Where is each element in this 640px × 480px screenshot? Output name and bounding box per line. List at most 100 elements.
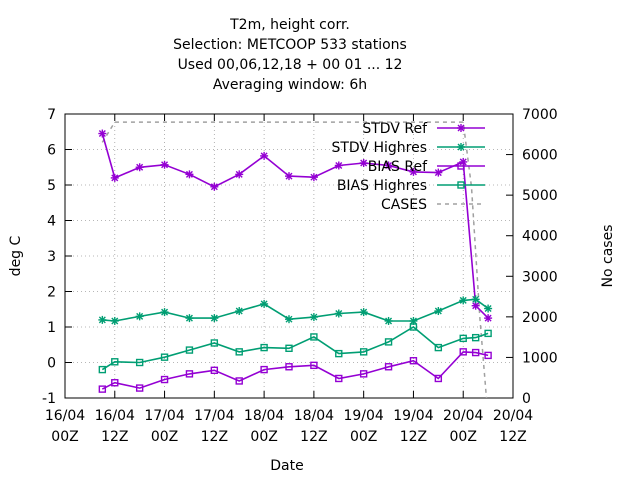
data-point bbox=[409, 167, 418, 176]
y-tick-label: 4 bbox=[47, 214, 56, 230]
data-point bbox=[309, 173, 318, 182]
data-point bbox=[359, 308, 368, 317]
y-tick-label: 1 bbox=[47, 320, 56, 336]
chart-title: T2m, height corr. Selection: METCOOP 533 … bbox=[173, 17, 407, 93]
legend-marker bbox=[457, 143, 465, 151]
y2-tick-label: 5000 bbox=[522, 188, 558, 204]
y-axis-label: deg C bbox=[8, 235, 24, 276]
data-point bbox=[459, 334, 467, 343]
x-tick-label-hour: 00Z bbox=[350, 429, 377, 445]
data-point bbox=[185, 346, 194, 354]
data-point bbox=[210, 182, 219, 191]
title-line: Averaging window: 6h bbox=[213, 77, 367, 93]
data-point bbox=[98, 315, 107, 324]
x-tick-label-date: 16/04 bbox=[95, 408, 135, 424]
data-point bbox=[185, 170, 194, 179]
legend-label: STDV Highres bbox=[331, 140, 427, 156]
y-tick-label: -1 bbox=[42, 391, 56, 407]
data-point bbox=[135, 163, 144, 172]
y-tick-label: 5 bbox=[47, 178, 56, 194]
grid bbox=[65, 114, 513, 398]
x-tick-label-date: 20/04 bbox=[493, 408, 533, 424]
data-point bbox=[110, 173, 119, 182]
data-point bbox=[359, 370, 368, 378]
series-line bbox=[101, 326, 489, 371]
data-point bbox=[384, 363, 393, 371]
data-point bbox=[471, 295, 480, 304]
legend-entry: STDV Ref bbox=[362, 121, 485, 137]
x-tick-label-date: 17/04 bbox=[144, 408, 184, 424]
y-tick-label: 3 bbox=[47, 249, 56, 265]
data-point bbox=[98, 385, 107, 393]
data-point bbox=[384, 161, 393, 170]
ticks: -1 0 1 2 3 4 5 6 7 0 1000 2000 3000 4000 5000 6000 7000 1… bbox=[42, 107, 558, 445]
legend-entry: BIAS Highres bbox=[337, 178, 485, 194]
data-point bbox=[484, 314, 493, 323]
x-tick-label-date: 19/04 bbox=[393, 408, 433, 424]
y2-axis-label: No cases bbox=[600, 225, 616, 288]
series-bias-ref bbox=[98, 348, 492, 393]
data-point bbox=[160, 375, 169, 384]
data-point bbox=[260, 299, 269, 308]
x-tick-label-date: 18/04 bbox=[294, 408, 334, 424]
data-point bbox=[110, 316, 119, 325]
data-point bbox=[309, 313, 318, 322]
legend-label: CASES bbox=[381, 197, 427, 213]
x-tick-label-date: 17/04 bbox=[194, 408, 234, 424]
series-line bbox=[101, 133, 489, 319]
legend-marker bbox=[457, 124, 465, 132]
data-point bbox=[135, 384, 144, 392]
data-point bbox=[384, 338, 393, 346]
data-point bbox=[484, 351, 492, 360]
data-point bbox=[334, 161, 343, 170]
y-tick-label: 6 bbox=[47, 143, 56, 159]
x-tick-label-date: 20/04 bbox=[443, 408, 483, 424]
series-cases bbox=[101, 121, 488, 398]
x-tick-label-date: 16/04 bbox=[45, 408, 85, 424]
data-point bbox=[111, 358, 119, 366]
x-axis-label: Date bbox=[270, 458, 303, 474]
x-tick-label-hour: 12Z bbox=[201, 429, 228, 445]
data-point bbox=[471, 348, 480, 357]
data-point bbox=[335, 374, 343, 383]
x-tick-label-hour: 12Z bbox=[101, 429, 128, 445]
title-line: Used 00,06,12,18 + 00 01 ... 12 bbox=[178, 57, 403, 73]
x-tick-label-hour: 00Z bbox=[151, 429, 178, 445]
data-point bbox=[111, 379, 119, 387]
data-point bbox=[459, 348, 467, 356]
legend-entry: CASES bbox=[381, 197, 485, 213]
series-stdv-highres bbox=[98, 295, 493, 325]
y2-tick-label: 6000 bbox=[522, 148, 558, 164]
data-point bbox=[235, 307, 244, 316]
y2-tick-label: 4000 bbox=[522, 229, 558, 245]
data-point bbox=[459, 296, 468, 305]
data-point bbox=[459, 157, 468, 166]
data-point bbox=[160, 308, 169, 317]
data-point bbox=[98, 129, 107, 138]
legend-entry: BIAS Ref bbox=[368, 159, 485, 175]
data-point bbox=[484, 329, 492, 338]
data-point bbox=[409, 357, 418, 365]
data-point bbox=[285, 172, 293, 181]
title-line: Selection: METCOOP 533 stations bbox=[173, 37, 407, 53]
data-point bbox=[310, 333, 318, 341]
data-point bbox=[260, 365, 268, 374]
data-point bbox=[235, 170, 244, 179]
legend-label: BIAS Ref bbox=[368, 159, 428, 175]
data-point bbox=[359, 348, 368, 356]
data-point bbox=[98, 365, 107, 374]
data-point bbox=[384, 316, 393, 325]
data-point bbox=[185, 370, 194, 378]
legend-marker bbox=[457, 181, 465, 189]
data-point bbox=[310, 361, 318, 370]
data-point bbox=[434, 343, 443, 352]
data-point bbox=[135, 358, 144, 367]
data-point bbox=[235, 377, 243, 385]
data-point bbox=[285, 363, 293, 371]
data-point bbox=[359, 158, 368, 167]
y2-tick-label: 3000 bbox=[522, 269, 558, 285]
data-point bbox=[260, 151, 269, 160]
data-point bbox=[471, 333, 480, 342]
data-point bbox=[160, 160, 169, 169]
